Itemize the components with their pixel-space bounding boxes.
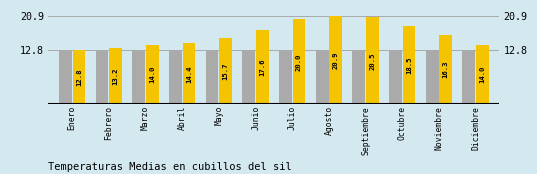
Bar xyxy=(352,50,365,104)
Bar xyxy=(219,38,232,104)
Text: 20.0: 20.0 xyxy=(296,53,302,71)
Bar xyxy=(206,50,219,104)
Text: 20.5: 20.5 xyxy=(369,52,375,70)
Text: 14.0: 14.0 xyxy=(149,66,155,83)
Bar xyxy=(403,26,416,104)
Text: 12.8: 12.8 xyxy=(76,68,82,86)
Text: 14.0: 14.0 xyxy=(480,66,485,83)
Text: 18.5: 18.5 xyxy=(406,56,412,74)
Bar xyxy=(183,43,195,104)
Bar xyxy=(59,50,72,104)
Text: Temperaturas Medias en cubillos del sil: Temperaturas Medias en cubillos del sil xyxy=(48,162,292,172)
Bar xyxy=(146,45,159,104)
Bar xyxy=(426,50,439,104)
Bar xyxy=(256,30,268,104)
Bar xyxy=(293,19,306,104)
Bar xyxy=(439,35,452,104)
Bar xyxy=(476,45,489,104)
Text: 13.2: 13.2 xyxy=(113,68,119,85)
Bar xyxy=(96,50,108,104)
Bar xyxy=(109,48,122,104)
Bar xyxy=(389,50,402,104)
Text: 20.9: 20.9 xyxy=(332,51,339,69)
Text: 14.4: 14.4 xyxy=(186,65,192,82)
Bar xyxy=(72,50,85,104)
Text: 16.3: 16.3 xyxy=(442,61,449,78)
Text: 17.6: 17.6 xyxy=(259,58,265,76)
Bar xyxy=(316,50,329,104)
Bar xyxy=(366,17,379,104)
Bar xyxy=(132,50,145,104)
Bar xyxy=(169,50,182,104)
Text: 15.7: 15.7 xyxy=(223,62,229,80)
Bar xyxy=(329,15,342,104)
Bar xyxy=(279,50,292,104)
Bar xyxy=(242,50,255,104)
Bar xyxy=(462,50,475,104)
